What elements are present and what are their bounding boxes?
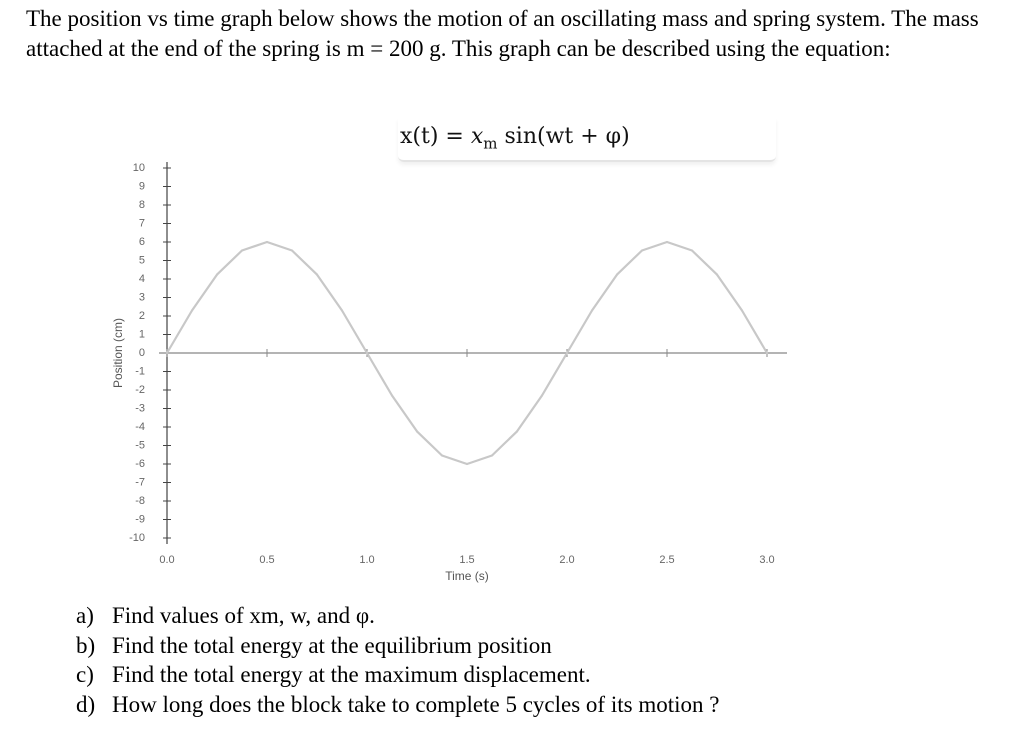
y-tick-label: 6 bbox=[139, 236, 145, 248]
data-point bbox=[316, 273, 318, 276]
y-tick-label: 10 bbox=[133, 162, 145, 174]
data-point bbox=[516, 430, 518, 433]
question-d: d) How long does the block take to comple… bbox=[76, 690, 1016, 720]
data-points bbox=[166, 241, 768, 465]
data-point bbox=[441, 454, 443, 457]
x-tick-label: 0.0 bbox=[159, 554, 174, 566]
problem-intro: The position vs time graph below shows t… bbox=[26, 4, 1006, 63]
equation-rhs: sin(wt + φ) bbox=[497, 124, 630, 149]
data-point bbox=[766, 352, 768, 354]
y-tick-label: 5 bbox=[139, 254, 145, 266]
y-tick-label: -1 bbox=[135, 365, 145, 377]
equation-amplitude-subscript: m bbox=[483, 134, 498, 153]
question-b: b) Find the total energy at the equilibri… bbox=[76, 631, 1016, 661]
y-tick-label: 1 bbox=[139, 328, 145, 340]
data-point bbox=[291, 249, 293, 252]
data-point bbox=[716, 273, 718, 276]
question-text: Find the total energy at the equilibrium… bbox=[112, 632, 552, 658]
data-point bbox=[366, 352, 368, 354]
data-point bbox=[616, 273, 618, 276]
x-tick-label: 1.5 bbox=[459, 554, 474, 566]
data-point bbox=[341, 309, 343, 312]
y-axis-title: Position (cm) bbox=[111, 318, 125, 388]
x-tick-label: 2.0 bbox=[559, 554, 574, 566]
question-text: Find values of xm, w, and φ. bbox=[112, 603, 375, 628]
question-label: b) bbox=[76, 632, 96, 658]
data-point bbox=[466, 463, 468, 465]
y-tick-label: 7 bbox=[139, 217, 145, 229]
y-tick-label: -9 bbox=[135, 513, 145, 525]
data-point bbox=[266, 241, 268, 243]
question-list: a) Find values of xm, w, and φ. b) Find th… bbox=[76, 601, 1016, 719]
equation-lhs: x(t) = bbox=[400, 124, 471, 149]
y-tick-label: 3 bbox=[139, 291, 145, 303]
question-label: d) bbox=[76, 691, 96, 717]
data-point bbox=[566, 352, 568, 354]
y-tick-label: -6 bbox=[135, 458, 145, 470]
y-tick-label: -4 bbox=[135, 421, 145, 433]
data-point bbox=[666, 241, 668, 243]
data-point bbox=[416, 430, 418, 433]
problem-intro-text: The position vs time graph below shows t… bbox=[26, 6, 979, 61]
data-point bbox=[216, 273, 218, 276]
question-text: How long does the block take to complete… bbox=[112, 691, 720, 717]
data-point bbox=[741, 309, 743, 312]
question-text: Find the total energy at the maximum dis… bbox=[112, 662, 591, 687]
question-label: c) bbox=[76, 662, 94, 687]
data-point bbox=[191, 309, 193, 312]
x-axis: 0.0 0.5 1.0 1.5 2.0 2.5 3.0 bbox=[159, 349, 787, 566]
y-tick-label: 4 bbox=[139, 273, 145, 285]
x-tick-label: 3.0 bbox=[759, 554, 774, 566]
x-tick-label: 0.5 bbox=[259, 554, 274, 566]
data-point bbox=[641, 249, 643, 252]
y-tick-label: -10 bbox=[129, 532, 145, 544]
y-tick-label: -3 bbox=[135, 402, 145, 414]
equation-amplitude-symbol: x bbox=[470, 124, 484, 149]
data-point bbox=[691, 249, 693, 252]
question-a: a) Find values of xm, w, and φ. bbox=[76, 601, 1016, 631]
y-tick-label: -8 bbox=[135, 495, 145, 507]
question-label: a) bbox=[76, 603, 94, 628]
y-tick-label: -5 bbox=[135, 439, 145, 451]
data-point bbox=[541, 394, 543, 397]
y-tick-label: -2 bbox=[135, 384, 145, 396]
equation-box: x(t) = xm sin(wt + φ) bbox=[398, 118, 776, 162]
x-tick-label: 2.5 bbox=[659, 554, 674, 566]
data-point bbox=[241, 249, 243, 252]
data-point bbox=[591, 309, 593, 312]
x-tick-label: 1.0 bbox=[359, 554, 374, 566]
data-point bbox=[491, 454, 493, 457]
y-tick-label: 8 bbox=[139, 199, 145, 211]
data-point bbox=[391, 394, 393, 397]
data-point bbox=[166, 352, 168, 354]
y-tick-label: 0 bbox=[139, 347, 145, 359]
question-c: c) Find the total energy at the maximum d… bbox=[76, 660, 1016, 690]
y-tick-label: 9 bbox=[139, 180, 145, 192]
y-tick-label: -7 bbox=[135, 476, 145, 488]
x-axis-title: Time (s) bbox=[445, 569, 489, 583]
y-tick-label: 2 bbox=[139, 310, 145, 322]
